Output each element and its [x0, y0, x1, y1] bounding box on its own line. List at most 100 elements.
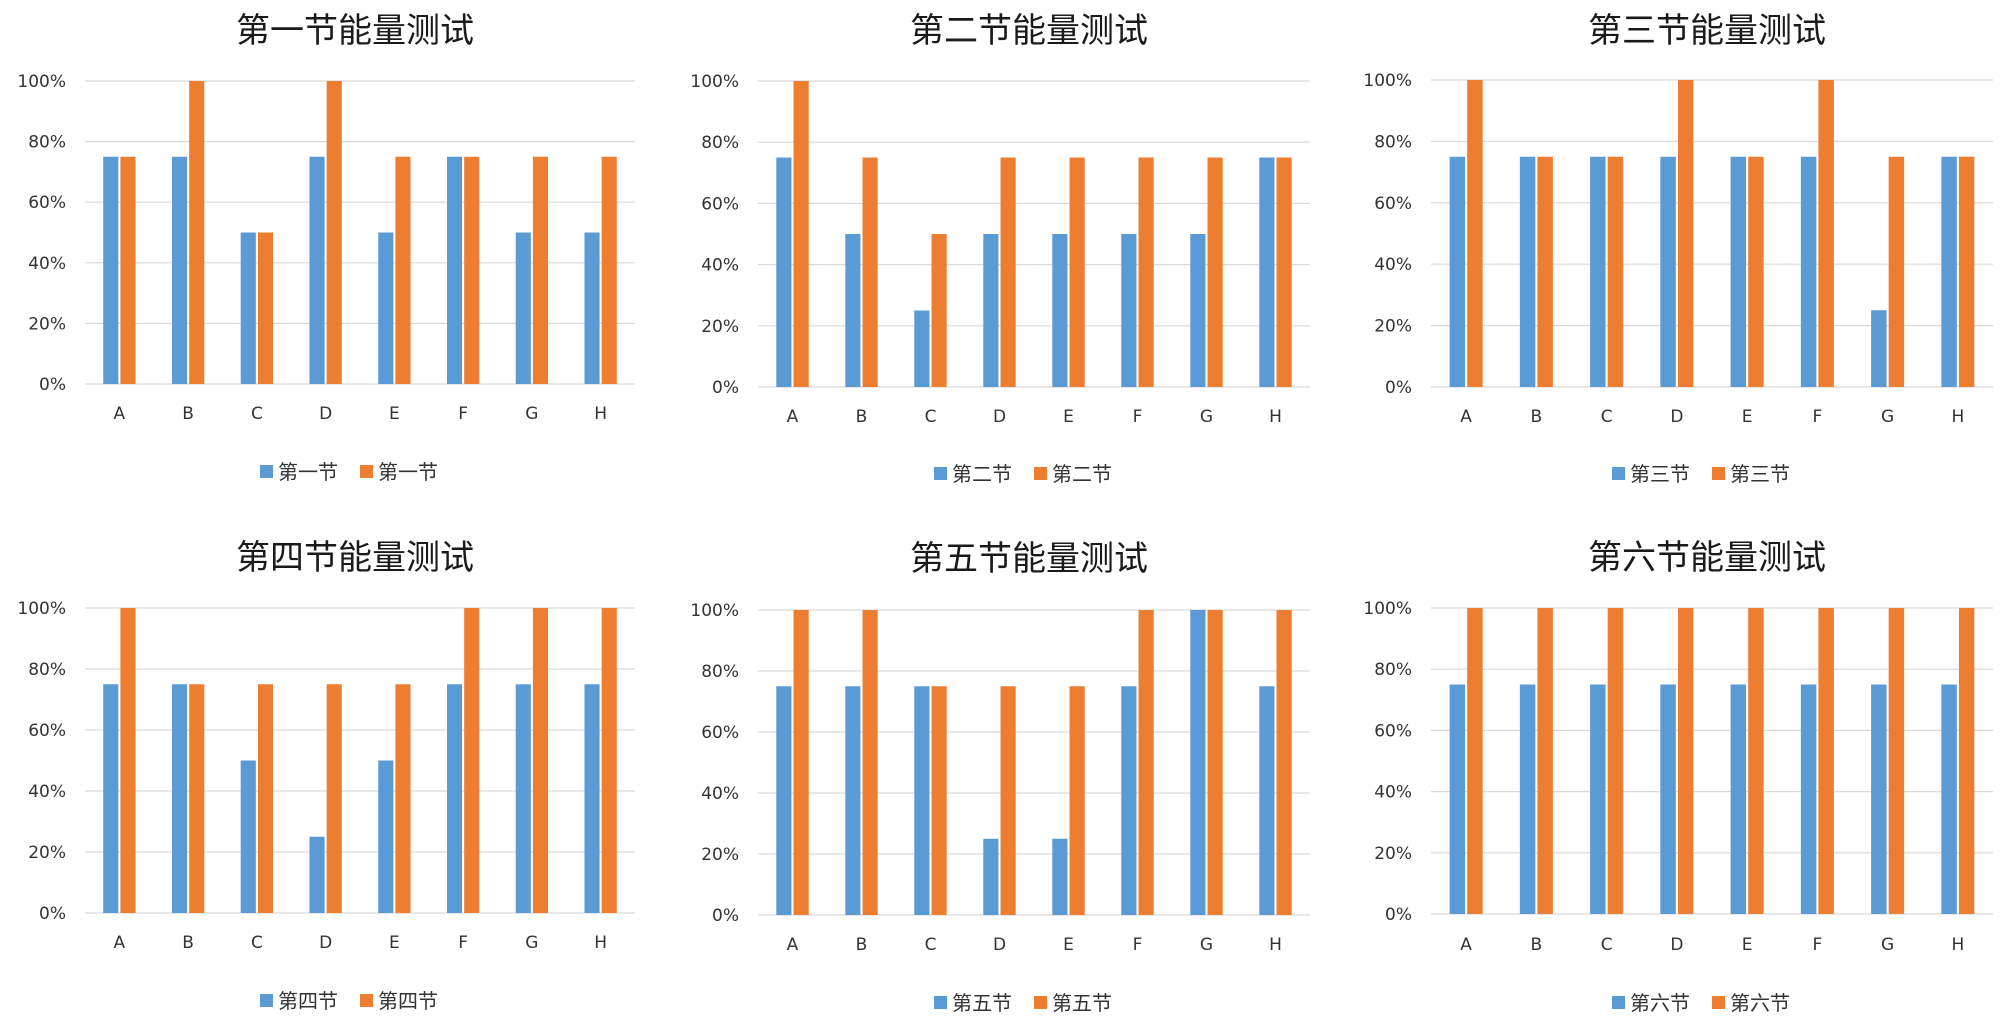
y-tick-label: 100%	[690, 72, 739, 92]
x-tick-label: E	[389, 404, 400, 424]
y-tick-label: 0%	[712, 378, 739, 398]
x-tick-label: F	[1133, 407, 1143, 427]
x-tick-label: H	[1951, 935, 1964, 955]
x-tick-label: E	[1063, 935, 1074, 955]
y-tick-label: 40%	[701, 256, 739, 276]
bar-series2-E	[1069, 157, 1085, 387]
x-tick-label: A	[114, 404, 126, 424]
legend: 第六节 第六节	[1612, 991, 1790, 1015]
bar-series1-E	[1052, 838, 1068, 915]
bar-series1-B	[1519, 684, 1536, 914]
x-tick-label: A	[114, 933, 126, 953]
legend-swatch	[1034, 467, 1047, 480]
legend-swatch	[260, 994, 273, 1007]
x-tick-label: D	[993, 407, 1006, 427]
bar-series1-B	[845, 234, 861, 387]
legend-label: 第三节	[1730, 462, 1790, 486]
bar-series2-H	[601, 156, 617, 384]
bar-series1-H	[1259, 157, 1275, 387]
legend-label: 第五节	[1052, 991, 1112, 1015]
x-tick-label: G	[1200, 407, 1213, 427]
bar-series2-D	[1000, 157, 1016, 387]
legend-label: 第六节	[1730, 991, 1790, 1015]
bar-series1-F	[1800, 684, 1817, 914]
bar-series1-B	[171, 684, 188, 913]
bar-series2-G	[1888, 156, 1905, 387]
x-tick-label: G	[1200, 935, 1213, 955]
y-tick-label: 100%	[17, 72, 66, 92]
y-tick-label: 40%	[28, 782, 66, 802]
bar-series1-H	[584, 232, 600, 384]
legend: 第三节 第三节	[1612, 462, 1790, 486]
bar-series2-E	[395, 156, 411, 384]
y-tick-label: 80%	[1374, 132, 1412, 152]
chart-panel-2: 第二节能量测试 0% 20% 40% 60% 80% 100% A B C D E F G H 第二节 第二节	[690, 11, 1310, 486]
bar-series1-A	[776, 157, 792, 387]
bar-series1-F	[1800, 156, 1817, 387]
legend-label: 第一节	[278, 460, 338, 484]
x-tick-label: F	[1812, 935, 1822, 955]
y-tick-label: 40%	[28, 254, 66, 274]
bar-series2-A	[793, 81, 809, 387]
bar-series2-C	[931, 686, 947, 915]
x-tick-label: D	[1670, 935, 1683, 955]
bar-series2-F	[1138, 157, 1154, 387]
y-tick-label: 40%	[1374, 255, 1412, 275]
bar-series2-A	[120, 608, 136, 913]
bar-series1-C	[240, 760, 256, 913]
legend-swatch	[260, 465, 273, 478]
legend-swatch	[1034, 996, 1047, 1009]
x-tick-label: C	[925, 935, 937, 955]
bar-series2-B	[1537, 608, 1553, 914]
bar-series2-A	[120, 156, 136, 384]
bar-series2-C	[1607, 156, 1624, 387]
bar-series1-C	[914, 686, 930, 915]
x-tick-label: C	[1601, 935, 1613, 955]
y-tick-label: 80%	[28, 660, 66, 680]
chart-panel-3: 第三节能量测试 0% 20% 40% 60% 80% 100% A B C D E F G H 第三节 第三节	[1363, 11, 1993, 486]
bar-series2-A	[793, 610, 809, 915]
bar-series1-G	[1871, 684, 1887, 914]
x-tick-label: F	[1133, 935, 1143, 955]
y-tick-label: 60%	[701, 723, 739, 743]
x-tick-label: A	[1460, 407, 1472, 427]
bar-series1-D	[1660, 684, 1676, 914]
legend: 第一节 第一节	[260, 460, 438, 484]
x-tick-label: G	[1881, 935, 1894, 955]
y-tick-label: 20%	[1374, 844, 1412, 864]
bar-series2-F	[464, 156, 480, 384]
bar-series2-D	[1677, 80, 1694, 387]
bar-series2-B	[189, 684, 205, 913]
bar-series2-H	[1958, 156, 1975, 387]
x-tick-label: A	[787, 407, 799, 427]
bar-series1-F	[446, 156, 463, 384]
bar-series1-D	[309, 156, 325, 384]
bar-series1-A	[776, 686, 792, 915]
legend-swatch	[360, 465, 373, 478]
y-tick-label: 60%	[1374, 721, 1412, 741]
x-tick-label: B	[856, 407, 868, 427]
bar-series2-H	[1958, 608, 1975, 914]
bar-series1-G	[515, 684, 531, 913]
chart-panel-1: 第一节能量测试 0% 20% 40% 60% 80% 100% A B C D E F G H 第一节 第一节	[17, 11, 635, 484]
bar-series2-D	[326, 81, 342, 384]
y-tick-label: 100%	[17, 599, 66, 619]
x-tick-label: B	[1531, 407, 1543, 427]
chart-panel-5: 第五节能量测试 0% 20% 40% 60% 80% 100% A B C D E F G H 第五节 第五节	[690, 539, 1310, 1015]
y-tick-label: 80%	[701, 133, 739, 153]
legend-label: 第四节	[278, 989, 338, 1013]
bar-series1-C	[1590, 684, 1606, 914]
y-tick-label: 40%	[701, 784, 739, 804]
bar-series2-B	[1537, 156, 1553, 387]
bar-series1-E	[378, 760, 394, 913]
y-tick-label: 20%	[28, 314, 66, 334]
bar-series2-E	[395, 684, 411, 913]
bar-series1-D	[983, 234, 999, 387]
chart-panel-4: 第四节能量测试 0% 20% 40% 60% 80% 100% A B C D E F G H 第四节 第四节	[17, 538, 635, 1013]
bar-series1-D	[983, 838, 999, 915]
y-tick-label: 0%	[39, 375, 66, 395]
x-tick-label: E	[1742, 407, 1753, 427]
x-tick-label: D	[319, 404, 332, 424]
